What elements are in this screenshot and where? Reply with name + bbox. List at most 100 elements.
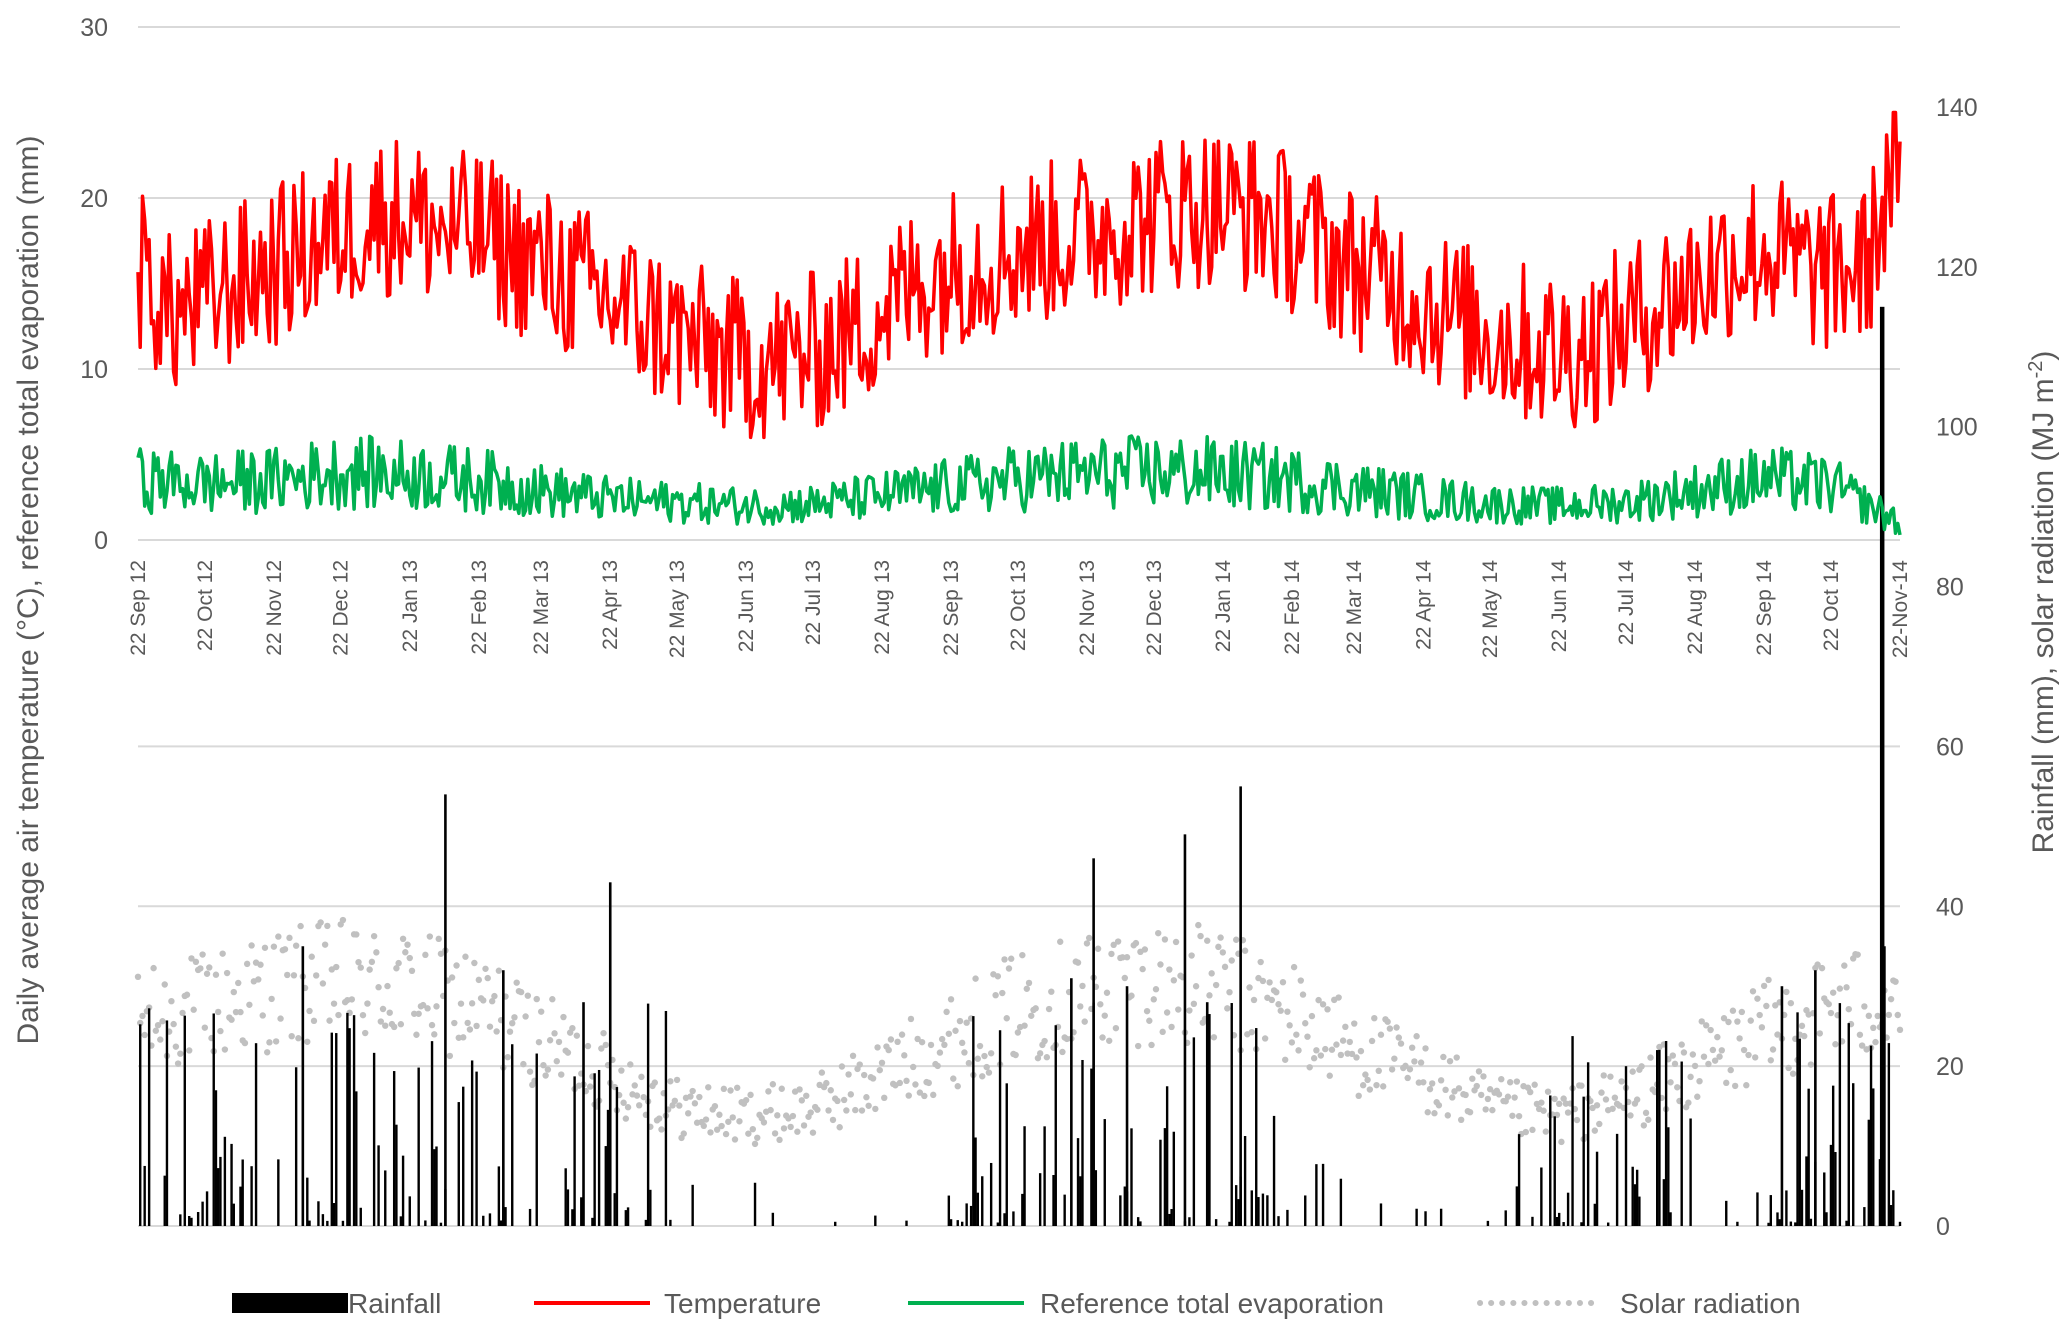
solar-point bbox=[767, 1106, 774, 1114]
solar-point bbox=[961, 1049, 968, 1056]
solar-point bbox=[1711, 1057, 1719, 1064]
solar-point bbox=[687, 1093, 694, 1100]
rainfall-bar bbox=[669, 1219, 672, 1226]
solar-point bbox=[453, 962, 460, 969]
solar-point bbox=[1522, 1128, 1529, 1136]
rainfall-bar bbox=[573, 1076, 576, 1226]
solar-point bbox=[1359, 1082, 1367, 1089]
solar-point bbox=[1424, 1109, 1431, 1116]
x-tick-label: 22 Dec 13 bbox=[1143, 560, 1166, 656]
rainfall-bar bbox=[1756, 1192, 1759, 1226]
solar-point bbox=[466, 1026, 474, 1033]
rainfall-bar bbox=[139, 1024, 142, 1226]
rainfall-bar bbox=[998, 1030, 1002, 1226]
rainfall-bar bbox=[1549, 1095, 1552, 1226]
rainfall-bar bbox=[615, 1087, 619, 1226]
rainfall-bar bbox=[1130, 1128, 1133, 1226]
solar-point bbox=[1618, 1078, 1625, 1085]
solar-point bbox=[1647, 1054, 1654, 1061]
solar-point bbox=[836, 1124, 843, 1131]
solar-point bbox=[1395, 1034, 1402, 1041]
rainfall-bar bbox=[1021, 1193, 1024, 1226]
rainfall-bar bbox=[475, 1071, 478, 1226]
rainfall-bar bbox=[1631, 1166, 1634, 1226]
solar-point bbox=[422, 951, 429, 959]
solar-point bbox=[1281, 1056, 1289, 1063]
solar-point bbox=[1277, 1007, 1284, 1014]
solar-point bbox=[1578, 1082, 1585, 1089]
solar-point bbox=[1021, 1022, 1028, 1029]
solar-point bbox=[912, 1081, 919, 1088]
solar-point bbox=[471, 959, 478, 967]
solar-point bbox=[1110, 941, 1117, 949]
rainfall-bar bbox=[444, 794, 447, 1226]
rainfall-bar bbox=[1266, 1195, 1269, 1226]
solar-point bbox=[965, 1059, 973, 1067]
rainfall-bar bbox=[1052, 1175, 1055, 1226]
solar-point bbox=[495, 967, 503, 974]
solar-point bbox=[1696, 1077, 1703, 1085]
solar-point bbox=[522, 1013, 529, 1020]
rainfall-bar bbox=[212, 1013, 215, 1226]
solar-point bbox=[379, 1005, 387, 1013]
solar-point bbox=[446, 1052, 454, 1060]
solar-point bbox=[1896, 1026, 1904, 1034]
solar-point bbox=[1275, 1001, 1282, 1008]
rainfall-bar bbox=[1170, 1209, 1173, 1226]
solar-point bbox=[722, 1130, 730, 1138]
solar-point bbox=[266, 1039, 273, 1046]
solar-point bbox=[1558, 1138, 1565, 1146]
solar-point bbox=[1885, 1011, 1893, 1019]
rainfall-bar bbox=[408, 1196, 411, 1226]
legend-swatch-rainfall bbox=[232, 1293, 348, 1313]
solar-point bbox=[800, 1122, 808, 1129]
solar-point bbox=[1591, 1127, 1599, 1134]
solar-point bbox=[1103, 989, 1111, 996]
solar-point bbox=[872, 1105, 879, 1113]
x-tick-label: 22 Mar 13 bbox=[530, 560, 553, 655]
rainfall-bar bbox=[1315, 1164, 1318, 1226]
solar-point bbox=[676, 1102, 683, 1109]
solar-point bbox=[1226, 988, 1233, 996]
rainfall-bar bbox=[497, 1166, 501, 1226]
rainfall-bar bbox=[216, 1168, 220, 1226]
rainfall-bar bbox=[753, 1182, 757, 1226]
rainfall-bar bbox=[1183, 834, 1187, 1226]
solar-point bbox=[161, 981, 168, 988]
rainfall-bar bbox=[462, 1086, 465, 1226]
solar-point bbox=[359, 1011, 367, 1019]
solar-point bbox=[760, 1119, 768, 1126]
solar-point bbox=[1342, 1023, 1349, 1031]
solar-point bbox=[203, 970, 211, 977]
solar-point bbox=[941, 1041, 948, 1049]
solar-point bbox=[1083, 940, 1091, 947]
solar-point bbox=[333, 963, 340, 971]
rainfall-bar bbox=[1379, 1203, 1383, 1226]
solar-point bbox=[952, 1027, 959, 1034]
rainfall-bar bbox=[433, 1149, 436, 1226]
solar-point bbox=[1431, 1110, 1438, 1117]
solar-point bbox=[1028, 1012, 1035, 1019]
x-tick-label: 22 Oct 13 bbox=[1007, 560, 1030, 651]
solar-point bbox=[1466, 1108, 1474, 1116]
rainfall-bar bbox=[949, 1219, 953, 1226]
solar-point bbox=[1422, 1045, 1429, 1052]
solar-point bbox=[168, 997, 175, 1005]
solar-point bbox=[1734, 1018, 1741, 1025]
rainfall-bar bbox=[359, 1207, 362, 1226]
solar-point bbox=[1355, 1092, 1362, 1100]
rainfall-bar bbox=[1780, 986, 1784, 1226]
solar-point bbox=[1034, 1054, 1042, 1062]
solar-point bbox=[335, 1011, 342, 1019]
solar-point bbox=[377, 1018, 385, 1025]
x-tick-label: 22 Jun 13 bbox=[735, 560, 758, 652]
solar-point bbox=[1843, 984, 1850, 991]
rainfall-bar bbox=[417, 1067, 420, 1226]
solar-point bbox=[1892, 978, 1899, 985]
solar-point bbox=[243, 960, 251, 968]
solar-point bbox=[1290, 963, 1298, 971]
right-tick-label: 0 bbox=[1936, 1213, 1950, 1241]
solar-point bbox=[1085, 934, 1093, 942]
solar-point bbox=[876, 1066, 883, 1074]
